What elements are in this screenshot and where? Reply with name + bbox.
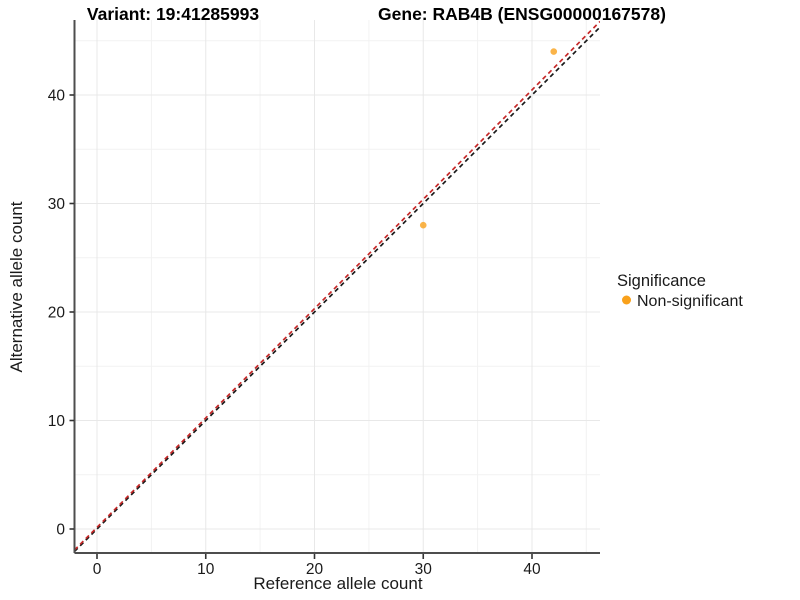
reference-lines: [74, 20, 600, 553]
x-tick-0: 0: [93, 561, 102, 578]
legend-title: Significance: [617, 272, 706, 290]
x-tick-40: 40: [523, 561, 541, 578]
x-tick-marks: [96, 554, 533, 559]
legend-item-label: Non-significant: [637, 293, 743, 310]
y-tick-marks: [69, 94, 74, 530]
x-tick-10: 10: [197, 561, 215, 578]
grid-major: [74, 20, 600, 553]
y-tick-labels: 0 10 20 30 40: [48, 88, 66, 539]
legend: Significance Non-significant: [617, 272, 743, 310]
data-points: [419, 48, 558, 229]
data-point: [550, 48, 558, 55]
data-point: [419, 221, 427, 229]
y-tick-0: 0: [56, 522, 65, 539]
y-tick-40: 40: [48, 88, 66, 105]
x-tick-labels: 0 10 20 30 40: [93, 561, 541, 578]
x-tick-20: 20: [306, 561, 324, 578]
x-tick-30: 30: [415, 561, 433, 578]
y-tick-30: 30: [48, 196, 66, 213]
variant-title: Variant: 19:41285993: [87, 4, 259, 24]
y-tick-10: 10: [48, 413, 66, 430]
legend-key-dot: [622, 295, 631, 305]
x-axis-title: Reference allele count: [253, 574, 422, 593]
fit-dashed-line: [74, 20, 600, 551]
y-axis-title: Alternative allele count: [7, 201, 26, 372]
grid-minor: [74, 20, 600, 553]
y-tick-20: 20: [48, 305, 66, 322]
gene-title: Gene: RAB4B (ENSG00000167578): [378, 4, 666, 24]
identity-dashed-line: [74, 26, 600, 553]
